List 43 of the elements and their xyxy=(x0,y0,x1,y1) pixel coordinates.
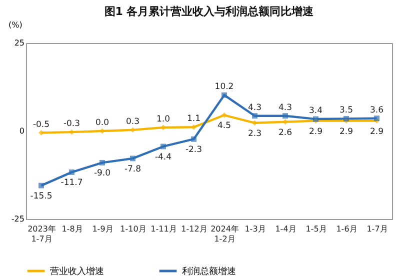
x-tick-label: 1-8月 xyxy=(62,224,83,234)
data-label: -4.4 xyxy=(154,152,172,162)
y-axis-title: (%) xyxy=(8,20,22,30)
data-label: 4.5 xyxy=(217,121,232,132)
x-tick-label: 2024年 1-2月 xyxy=(210,224,239,244)
data-label: -11.7 xyxy=(60,178,83,188)
data-label: 2.3 xyxy=(248,128,262,139)
x-tick-label: 1-6月 xyxy=(336,224,358,234)
data-label: 2.9 xyxy=(308,126,323,137)
data-label: 2.6 xyxy=(278,128,292,138)
data-label: -0.3 xyxy=(63,119,80,130)
data-label: 0.0 xyxy=(95,118,110,128)
chart-title: 图1 各月累计营业收入与利润总额同比增速 xyxy=(104,5,315,18)
data-label: 2.9 xyxy=(339,126,354,137)
x-tick-label: 2023年 1-7月 xyxy=(28,224,56,244)
x-tick-label: 1-9月 xyxy=(92,224,114,234)
data-label: 2.9 xyxy=(370,126,384,137)
data-label: 3.5 xyxy=(339,106,354,116)
data-label: 4.3 xyxy=(248,102,262,113)
data-label: 4.3 xyxy=(278,102,292,113)
data-label: -7.8 xyxy=(124,164,142,174)
x-tick-label: 1-11月 xyxy=(150,224,177,234)
y-tick-label: 0 xyxy=(19,126,24,136)
data-label: 0.3 xyxy=(126,116,140,127)
legend-label: 利润总额增速 xyxy=(182,266,236,277)
x-tick-label: 1-3月 xyxy=(244,224,266,234)
data-label: 3.6 xyxy=(370,105,384,116)
data-label: 1.1 xyxy=(186,114,201,124)
data-label: -9.0 xyxy=(94,168,111,179)
x-tick-label: 1-12月 xyxy=(181,224,208,234)
x-tick-label: 1-7月 xyxy=(366,224,388,234)
data-label: -0.5 xyxy=(32,120,50,130)
data-label: 1.0 xyxy=(156,114,170,124)
legend-label: 营业收入增速 xyxy=(50,266,104,277)
x-tick-label: 1-4月 xyxy=(275,224,296,234)
data-label: 3.4 xyxy=(308,106,323,116)
data-label: 10.2 xyxy=(214,82,234,92)
y-tick-label: 25 xyxy=(14,38,24,48)
y-tick-label: -25 xyxy=(11,214,24,224)
data-label: -2.3 xyxy=(185,145,202,156)
x-tick-label: 1-10月 xyxy=(120,224,146,234)
data-label: -15.5 xyxy=(30,192,52,202)
x-tick-label: 1-5月 xyxy=(306,224,327,234)
